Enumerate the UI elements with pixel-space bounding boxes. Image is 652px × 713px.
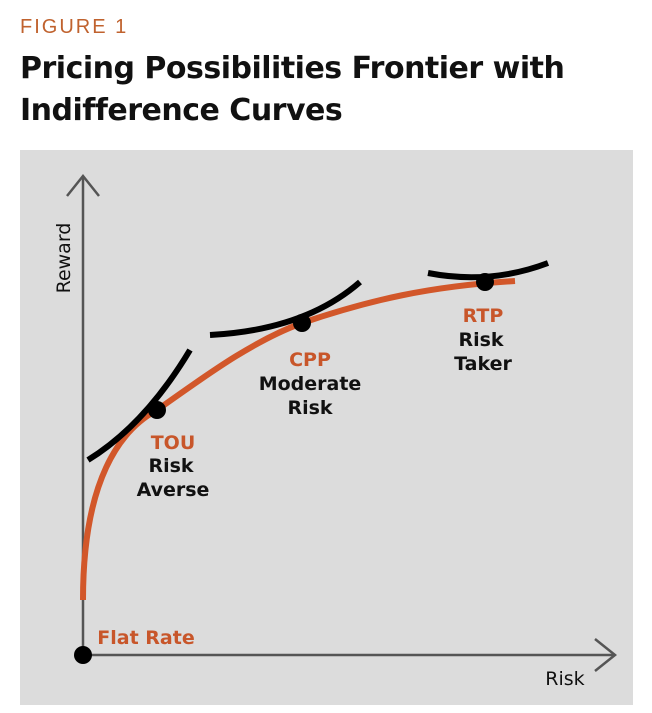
point-text: Averse	[137, 479, 210, 501]
title: Pricing Possibilities Frontier with Indi…	[20, 51, 565, 128]
origin-label: Flat Rate	[97, 627, 194, 649]
figure-label: FIGURE 1	[20, 16, 129, 38]
panel	[20, 150, 633, 705]
point-text: Moderate	[259, 373, 362, 395]
point-text: Risk	[458, 329, 503, 351]
point-text: Risk	[287, 397, 332, 419]
frontier-curve	[80, 278, 516, 601]
points	[74, 273, 494, 664]
point-name: TOU	[151, 432, 196, 454]
point-name: RTP	[463, 305, 504, 327]
x-axis-label: Risk	[545, 668, 584, 690]
point-text: Risk	[148, 455, 193, 477]
y-axis-label: Reward	[53, 223, 75, 294]
point-text: Taker	[454, 353, 512, 375]
point-name: CPP	[289, 349, 331, 371]
